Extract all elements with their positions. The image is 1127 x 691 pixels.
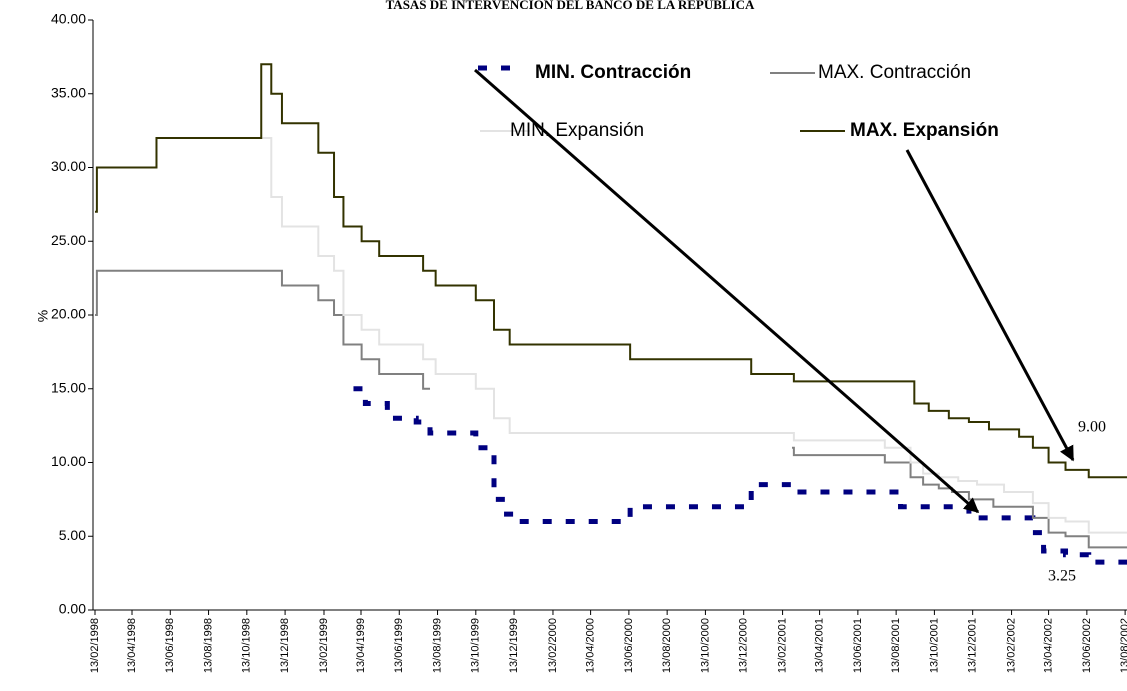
x-tick-label: 13/12/2000 <box>738 618 750 673</box>
y-tick-label: 35.00 <box>51 84 86 100</box>
x-tick-label: 13/06/2002 <box>1081 618 1093 673</box>
y-tick-label: 10.00 <box>51 453 86 469</box>
series-line <box>95 269 1127 549</box>
arrow <box>474 68 980 514</box>
x-tick-label: 13/08/2001 <box>890 618 902 673</box>
x-tick-label: 13/02/1998 <box>89 618 101 673</box>
y-axis-label: % <box>35 310 51 322</box>
y-tick-label: 0.00 <box>59 601 86 617</box>
x-tick-label: 13/04/2002 <box>1042 618 1054 673</box>
x-tick-label: 13/08/2002 <box>1119 618 1127 673</box>
y-tick-label: 25.00 <box>51 232 86 248</box>
chart-title: TASAS DE INTERVENCIÓN DEL BANCO DE LA RE… <box>386 0 755 12</box>
x-tick-label: 13/10/1998 <box>241 618 253 673</box>
x-tick-label: 13/10/2001 <box>928 618 940 673</box>
x-tick-label: 13/06/2000 <box>623 618 635 673</box>
series-line <box>261 137 1127 534</box>
x-tick-label: 13/12/1999 <box>508 618 520 673</box>
x-tick-label: 13/02/1999 <box>318 618 330 673</box>
y-tick-label: 15.00 <box>51 379 86 395</box>
arrow <box>905 149 1075 462</box>
x-tick-label: 13/02/2000 <box>547 618 559 673</box>
x-tick-label: 13/02/2002 <box>1005 618 1017 673</box>
y-tick-label: 40.00 <box>51 11 86 27</box>
y-tick-label: 5.00 <box>59 527 86 543</box>
x-tick-label: 13/04/1999 <box>355 618 367 673</box>
plot-area <box>95 63 1127 565</box>
annotation: 3.25 <box>1048 568 1076 585</box>
x-tick-label: 13/10/1999 <box>470 618 482 673</box>
x-tick-label: 13/10/2000 <box>699 618 711 673</box>
series-line <box>353 386 1127 565</box>
x-tick-label: 13/04/2000 <box>585 618 597 673</box>
y-tick-label: 20.00 <box>51 306 86 322</box>
x-tick-label: 13/12/2001 <box>967 618 979 673</box>
x-tick-label: 13/06/1999 <box>393 618 405 673</box>
legend-label: MIN. Contracción <box>535 62 691 83</box>
legend-label: MAX. Expansión <box>850 120 999 141</box>
legend-label: MAX. Contracción <box>818 62 971 83</box>
x-tick-label: 13/12/1998 <box>279 618 291 673</box>
x-tick-label: 13/04/2001 <box>814 618 826 673</box>
annotation: 9.00 <box>1078 419 1106 436</box>
y-tick-label: 30.00 <box>51 158 86 174</box>
x-tick-label: 13/08/2000 <box>661 618 673 673</box>
legend-label: MIN. Expansión <box>510 120 644 141</box>
x-tick-label: 13/06/1998 <box>164 618 176 673</box>
x-tick-label: 13/08/1998 <box>202 618 214 673</box>
x-tick-label: 13/06/2001 <box>852 618 864 673</box>
series-line <box>95 63 1127 479</box>
x-tick-label: 13/02/2001 <box>776 618 788 673</box>
x-tick-label: 13/08/1999 <box>431 618 443 673</box>
x-tick-label: 13/04/1998 <box>126 618 138 673</box>
